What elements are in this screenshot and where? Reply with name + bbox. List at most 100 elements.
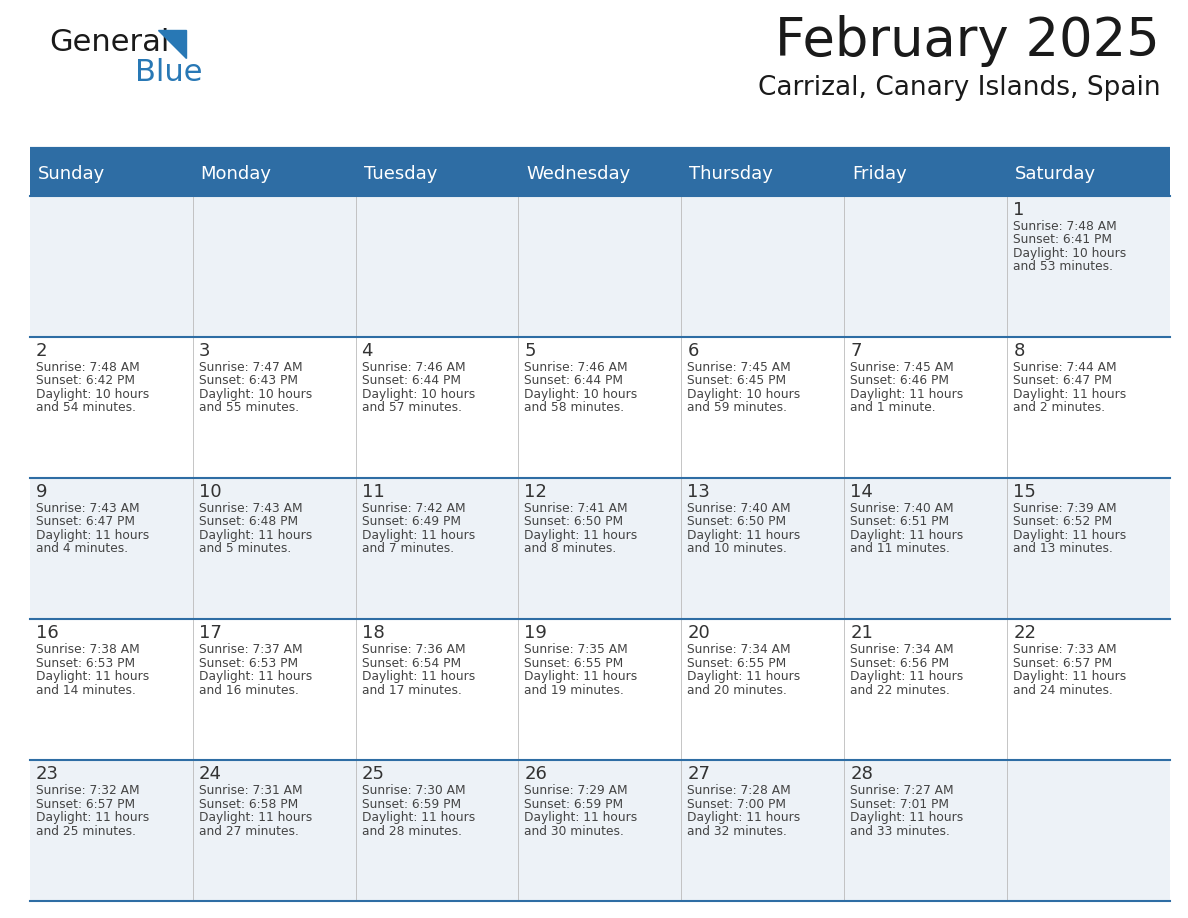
- Text: Sunrise: 7:46 AM: Sunrise: 7:46 AM: [361, 361, 466, 374]
- Text: Daylight: 10 hours: Daylight: 10 hours: [361, 387, 475, 401]
- Text: 4: 4: [361, 341, 373, 360]
- Text: Daylight: 11 hours: Daylight: 11 hours: [361, 812, 475, 824]
- Text: Daylight: 11 hours: Daylight: 11 hours: [688, 529, 801, 542]
- Text: 27: 27: [688, 766, 710, 783]
- Text: Sunset: 6:50 PM: Sunset: 6:50 PM: [524, 515, 624, 529]
- Bar: [845, 151, 1007, 196]
- Bar: [355, 151, 518, 196]
- Text: Sunset: 6:55 PM: Sunset: 6:55 PM: [524, 656, 624, 669]
- Text: 20: 20: [688, 624, 710, 642]
- Text: and 4 minutes.: and 4 minutes.: [36, 543, 128, 555]
- Text: 17: 17: [198, 624, 221, 642]
- Text: and 19 minutes.: and 19 minutes.: [524, 684, 625, 697]
- Bar: [30, 619, 1170, 760]
- Bar: [518, 151, 682, 196]
- Text: Sunset: 6:47 PM: Sunset: 6:47 PM: [36, 515, 134, 529]
- Text: Daylight: 11 hours: Daylight: 11 hours: [688, 670, 801, 683]
- Text: Daylight: 11 hours: Daylight: 11 hours: [851, 670, 963, 683]
- Text: Daylight: 10 hours: Daylight: 10 hours: [688, 387, 801, 401]
- Text: Sunset: 6:57 PM: Sunset: 6:57 PM: [36, 798, 134, 811]
- Text: Sunrise: 7:35 AM: Sunrise: 7:35 AM: [524, 644, 628, 656]
- Bar: [192, 151, 355, 196]
- Text: Daylight: 11 hours: Daylight: 11 hours: [198, 812, 312, 824]
- Text: Sunrise: 7:37 AM: Sunrise: 7:37 AM: [198, 644, 302, 656]
- Text: 15: 15: [1013, 483, 1036, 501]
- Text: and 54 minutes.: and 54 minutes.: [36, 401, 135, 414]
- Text: Sunset: 7:01 PM: Sunset: 7:01 PM: [851, 798, 949, 811]
- Text: Thursday: Thursday: [689, 164, 773, 183]
- Text: Daylight: 11 hours: Daylight: 11 hours: [361, 670, 475, 683]
- Text: and 20 minutes.: and 20 minutes.: [688, 684, 788, 697]
- Text: Wednesday: Wednesday: [526, 164, 631, 183]
- Text: Daylight: 11 hours: Daylight: 11 hours: [851, 529, 963, 542]
- Text: 13: 13: [688, 483, 710, 501]
- Text: 5: 5: [524, 341, 536, 360]
- Text: Daylight: 11 hours: Daylight: 11 hours: [1013, 670, 1126, 683]
- Text: and 28 minutes.: and 28 minutes.: [361, 824, 462, 838]
- Text: and 27 minutes.: and 27 minutes.: [198, 824, 298, 838]
- Text: Sunrise: 7:44 AM: Sunrise: 7:44 AM: [1013, 361, 1117, 374]
- Text: Sunset: 7:00 PM: Sunset: 7:00 PM: [688, 798, 786, 811]
- Text: Sunrise: 7:43 AM: Sunrise: 7:43 AM: [36, 502, 139, 515]
- Text: and 16 minutes.: and 16 minutes.: [198, 684, 298, 697]
- Text: and 24 minutes.: and 24 minutes.: [1013, 684, 1113, 697]
- Bar: [30, 478, 1170, 619]
- Text: Daylight: 11 hours: Daylight: 11 hours: [1013, 529, 1126, 542]
- Text: Sunrise: 7:34 AM: Sunrise: 7:34 AM: [688, 644, 791, 656]
- Text: Friday: Friday: [852, 164, 908, 183]
- Text: Sunday: Sunday: [38, 164, 105, 183]
- Text: and 57 minutes.: and 57 minutes.: [361, 401, 462, 414]
- Text: Daylight: 10 hours: Daylight: 10 hours: [1013, 247, 1126, 260]
- Text: Daylight: 10 hours: Daylight: 10 hours: [524, 387, 638, 401]
- Text: Daylight: 11 hours: Daylight: 11 hours: [198, 670, 312, 683]
- Text: Sunset: 6:51 PM: Sunset: 6:51 PM: [851, 515, 949, 529]
- Text: Sunset: 6:48 PM: Sunset: 6:48 PM: [198, 515, 298, 529]
- Text: Sunrise: 7:29 AM: Sunrise: 7:29 AM: [524, 784, 628, 798]
- Text: and 14 minutes.: and 14 minutes.: [36, 684, 135, 697]
- Text: 12: 12: [524, 483, 548, 501]
- Text: and 55 minutes.: and 55 minutes.: [198, 401, 298, 414]
- Text: Sunset: 6:45 PM: Sunset: 6:45 PM: [688, 375, 786, 387]
- Text: and 5 minutes.: and 5 minutes.: [198, 543, 291, 555]
- Text: 22: 22: [1013, 624, 1036, 642]
- Text: 25: 25: [361, 766, 385, 783]
- Text: Sunrise: 7:34 AM: Sunrise: 7:34 AM: [851, 644, 954, 656]
- Text: Sunrise: 7:27 AM: Sunrise: 7:27 AM: [851, 784, 954, 798]
- Text: Sunrise: 7:32 AM: Sunrise: 7:32 AM: [36, 784, 139, 798]
- Text: Saturday: Saturday: [1016, 164, 1097, 183]
- Text: Sunrise: 7:40 AM: Sunrise: 7:40 AM: [851, 502, 954, 515]
- Text: 26: 26: [524, 766, 548, 783]
- Text: Daylight: 11 hours: Daylight: 11 hours: [36, 670, 148, 683]
- Text: Sunset: 6:54 PM: Sunset: 6:54 PM: [361, 656, 461, 669]
- Text: 7: 7: [851, 341, 861, 360]
- Text: Sunset: 6:41 PM: Sunset: 6:41 PM: [1013, 233, 1112, 246]
- Bar: [30, 151, 192, 196]
- Text: Daylight: 11 hours: Daylight: 11 hours: [524, 812, 638, 824]
- Text: 24: 24: [198, 766, 222, 783]
- Text: and 58 minutes.: and 58 minutes.: [524, 401, 625, 414]
- Text: 16: 16: [36, 624, 58, 642]
- Text: 14: 14: [851, 483, 873, 501]
- Text: Daylight: 10 hours: Daylight: 10 hours: [198, 387, 312, 401]
- Text: 19: 19: [524, 624, 548, 642]
- Text: and 59 minutes.: and 59 minutes.: [688, 401, 788, 414]
- Bar: [30, 760, 1170, 901]
- Text: Sunrise: 7:40 AM: Sunrise: 7:40 AM: [688, 502, 791, 515]
- Text: Sunset: 6:43 PM: Sunset: 6:43 PM: [198, 375, 298, 387]
- Text: Sunset: 6:58 PM: Sunset: 6:58 PM: [198, 798, 298, 811]
- Text: Daylight: 11 hours: Daylight: 11 hours: [688, 812, 801, 824]
- Text: Blue: Blue: [134, 58, 202, 87]
- Text: and 17 minutes.: and 17 minutes.: [361, 684, 461, 697]
- Text: Sunrise: 7:47 AM: Sunrise: 7:47 AM: [198, 361, 302, 374]
- Text: Tuesday: Tuesday: [364, 164, 437, 183]
- Text: and 2 minutes.: and 2 minutes.: [1013, 401, 1105, 414]
- Bar: [682, 151, 845, 196]
- Text: Daylight: 11 hours: Daylight: 11 hours: [524, 670, 638, 683]
- Text: Daylight: 11 hours: Daylight: 11 hours: [198, 529, 312, 542]
- Text: General: General: [50, 28, 170, 57]
- Text: Monday: Monday: [201, 164, 272, 183]
- Text: and 8 minutes.: and 8 minutes.: [524, 543, 617, 555]
- Text: Sunrise: 7:46 AM: Sunrise: 7:46 AM: [524, 361, 628, 374]
- Text: 9: 9: [36, 483, 48, 501]
- Bar: [1007, 151, 1170, 196]
